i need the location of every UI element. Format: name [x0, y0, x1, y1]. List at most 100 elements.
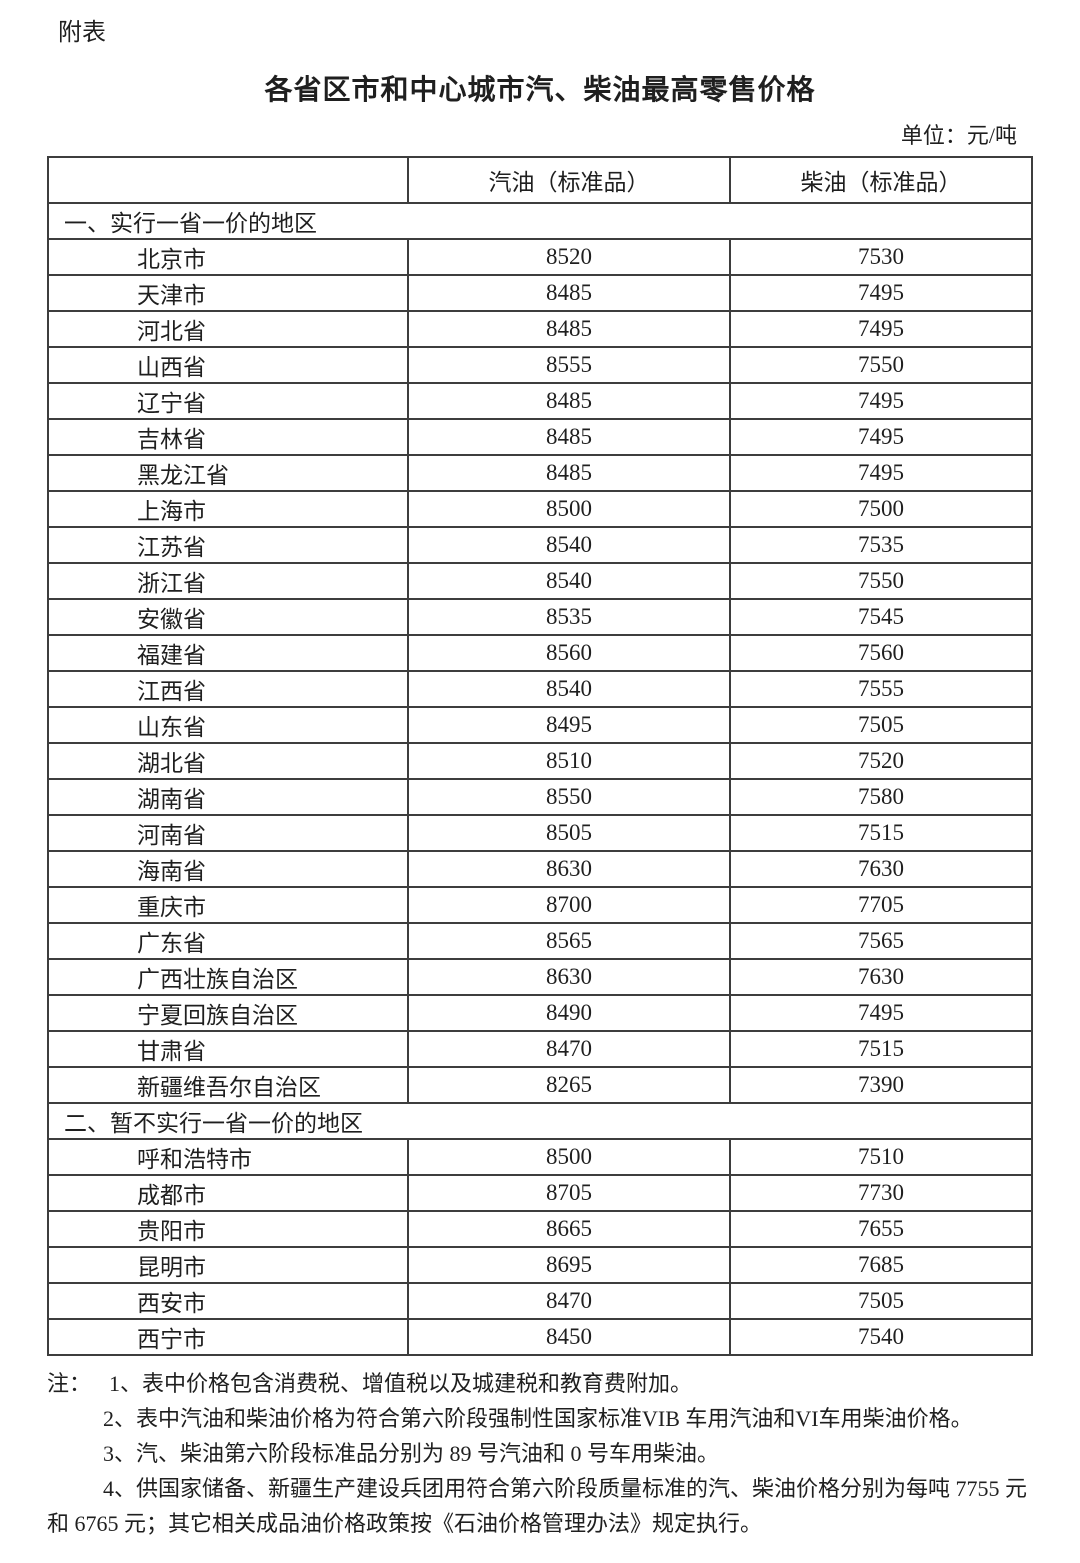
region-cell: 福建省	[46, 634, 410, 672]
region-cell: 西宁市	[46, 1318, 410, 1356]
diesel-price-cell: 7500	[728, 490, 1034, 528]
table-row: 上海市 8500 7500	[46, 490, 1034, 528]
region-cell: 海南省	[46, 850, 410, 888]
gasoline-price-cell: 8470	[407, 1030, 731, 1068]
gasoline-price-cell: 8500	[407, 1138, 731, 1176]
diesel-price-cell: 7550	[728, 562, 1034, 600]
diesel-price-cell: 7495	[728, 382, 1034, 420]
column-header-diesel: 柴油（标准品）	[728, 156, 1034, 204]
gasoline-price-cell: 8485	[407, 310, 731, 348]
table-row: 西安市 8470 7505	[46, 1282, 1034, 1320]
gasoline-price-cell: 8550	[407, 778, 731, 816]
table-row: 福建省 8560 7560	[46, 634, 1034, 672]
region-cell: 河南省	[46, 814, 410, 852]
diesel-price-cell: 7530	[728, 238, 1034, 276]
gasoline-price-cell: 8470	[407, 1282, 731, 1320]
gasoline-price-cell: 8540	[407, 670, 731, 708]
diesel-price-cell: 7560	[728, 634, 1034, 672]
diesel-price-cell: 7580	[728, 778, 1034, 816]
gasoline-price-cell: 8510	[407, 742, 731, 780]
diesel-price-cell: 7540	[728, 1318, 1034, 1356]
gasoline-price-cell: 8485	[407, 274, 731, 312]
region-cell: 北京市	[46, 238, 410, 276]
gasoline-price-cell: 8505	[407, 814, 731, 852]
table-row: 重庆市 8700 7705	[46, 886, 1034, 924]
diesel-price-cell: 7495	[728, 418, 1034, 456]
diesel-price-cell: 7685	[728, 1246, 1034, 1284]
table-row: 湖南省 8550 7580	[46, 778, 1034, 816]
region-cell: 西安市	[46, 1282, 410, 1320]
gasoline-price-cell: 8490	[407, 994, 731, 1032]
gasoline-price-cell: 8485	[407, 418, 731, 456]
diesel-price-cell: 7630	[728, 850, 1034, 888]
table-row: 安徽省 8535 7545	[46, 598, 1034, 636]
gasoline-price-cell: 8560	[407, 634, 731, 672]
gasoline-price-cell: 8700	[407, 886, 731, 924]
diesel-price-cell: 7390	[728, 1066, 1034, 1104]
diesel-price-cell: 7495	[728, 310, 1034, 348]
diesel-price-cell: 7515	[728, 1030, 1034, 1068]
table-row: 河南省 8505 7515	[46, 814, 1034, 852]
diesel-price-cell: 7495	[728, 274, 1034, 312]
table-row: 湖北省 8510 7520	[46, 742, 1034, 780]
section-header-row: 一、实行一省一价的地区	[47, 202, 1033, 240]
diesel-price-cell: 7495	[728, 454, 1034, 492]
gasoline-price-cell: 8665	[407, 1210, 731, 1248]
note-line-2: 2、表中汽油和柴油价格为符合第六阶段强制性国家标准VIB 车用汽油和VI车用柴油…	[103, 1406, 973, 1431]
gasoline-price-cell: 8695	[407, 1246, 731, 1284]
notes-block: 注： 1、表中价格包含消费税、增值税以及城建税和教育费附加。 2、表中汽油和柴油价…	[47, 1366, 1033, 1541]
region-cell: 安徽省	[46, 598, 410, 636]
diesel-price-cell: 7550	[728, 346, 1034, 384]
diesel-price-cell: 7505	[728, 706, 1034, 744]
table-row: 北京市 8520 7530	[46, 238, 1034, 276]
section-header-row: 二、暂不实行一省一价的地区	[47, 1102, 1033, 1140]
table-row: 山东省 8495 7505	[46, 706, 1034, 744]
gasoline-price-cell: 8630	[407, 850, 731, 888]
gasoline-price-cell: 8565	[407, 922, 731, 960]
attachment-label: 附表	[58, 20, 106, 46]
region-cell: 吉林省	[46, 418, 410, 456]
diesel-price-cell: 7495	[728, 994, 1034, 1032]
gasoline-price-cell: 8540	[407, 526, 731, 564]
gasoline-price-cell: 8520	[407, 238, 731, 276]
region-cell: 浙江省	[46, 562, 410, 600]
region-cell: 昆明市	[46, 1246, 410, 1284]
notes-label: 注：	[47, 1371, 92, 1396]
region-cell: 甘肃省	[46, 1030, 410, 1068]
document-title: 各省区市和中心城市汽、柴油最高零售价格	[264, 75, 816, 106]
region-cell: 广西壮族自治区	[46, 958, 410, 996]
table-row: 成都市 8705 7730	[46, 1174, 1034, 1212]
region-cell: 贵阳市	[46, 1210, 410, 1248]
region-cell: 山西省	[46, 346, 410, 384]
unit-label: 单位：元/吨	[900, 123, 1017, 148]
note-line-3: 3、汽、柴油第六阶段标准品分别为 89 号汽油和 0 号车用柴油。	[103, 1441, 720, 1466]
diesel-price-cell: 7565	[728, 922, 1034, 960]
diesel-price-cell: 7705	[728, 886, 1034, 924]
region-cell: 黑龙江省	[46, 454, 410, 492]
region-cell: 湖南省	[46, 778, 410, 816]
price-table-head: 汽油（标准品） 柴油（标准品）	[46, 156, 1034, 204]
diesel-price-cell: 7535	[728, 526, 1034, 564]
region-cell: 江西省	[46, 670, 410, 708]
table-row: 贵阳市 8665 7655	[46, 1210, 1034, 1248]
table-row: 浙江省 8540 7550	[46, 562, 1034, 600]
gasoline-price-cell: 8485	[407, 382, 731, 420]
gasoline-price-cell: 8495	[407, 706, 731, 744]
gasoline-price-cell: 8485	[407, 454, 731, 492]
column-header-row: 汽油（标准品） 柴油（标准品）	[46, 156, 1034, 204]
region-cell: 广东省	[46, 922, 410, 960]
region-cell: 上海市	[46, 490, 410, 528]
region-cell: 河北省	[46, 310, 410, 348]
column-header-region	[46, 156, 410, 204]
region-cell: 成都市	[46, 1174, 410, 1212]
table-row: 河北省 8485 7495	[46, 310, 1034, 348]
table-row: 广西壮族自治区 8630 7630	[46, 958, 1034, 996]
table-row: 吉林省 8485 7495	[46, 418, 1034, 456]
gasoline-price-cell: 8555	[407, 346, 731, 384]
diesel-price-cell: 7515	[728, 814, 1034, 852]
diesel-price-cell: 7545	[728, 598, 1034, 636]
table-row: 昆明市 8695 7685	[46, 1246, 1034, 1284]
region-cell: 湖北省	[46, 742, 410, 780]
table-row: 海南省 8630 7630	[46, 850, 1034, 888]
